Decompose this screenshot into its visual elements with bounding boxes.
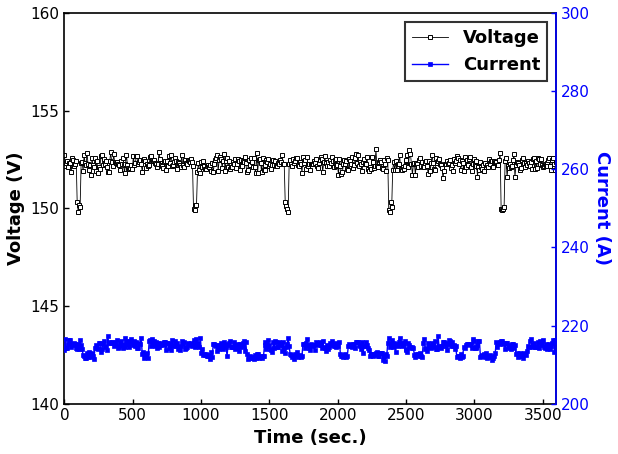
Current <box>61 347 68 352</box>
Line: Voltage: Voltage <box>62 148 558 213</box>
Voltage <box>466 154 473 160</box>
Current <box>552 339 560 345</box>
Voltage <box>552 159 560 165</box>
Current <box>327 342 334 348</box>
Voltage <box>372 147 379 152</box>
Voltage <box>298 170 306 175</box>
Current <box>466 342 473 347</box>
Voltage <box>328 154 336 159</box>
Y-axis label: Current (A): Current (A) <box>593 151 611 265</box>
Voltage <box>61 153 68 158</box>
Voltage <box>295 163 303 168</box>
Voltage <box>355 153 362 158</box>
Current <box>294 354 302 360</box>
Voltage <box>74 209 82 215</box>
Current <box>297 355 305 360</box>
Line: Current: Current <box>62 334 558 362</box>
Current <box>353 340 361 345</box>
Legend: Voltage, Current: Voltage, Current <box>405 22 548 81</box>
Voltage <box>543 160 550 165</box>
Current <box>543 346 550 351</box>
Y-axis label: Voltage (V): Voltage (V) <box>7 152 25 265</box>
Current <box>381 358 389 363</box>
Current <box>434 333 442 339</box>
X-axis label: Time (sec.): Time (sec.) <box>254 429 366 447</box>
